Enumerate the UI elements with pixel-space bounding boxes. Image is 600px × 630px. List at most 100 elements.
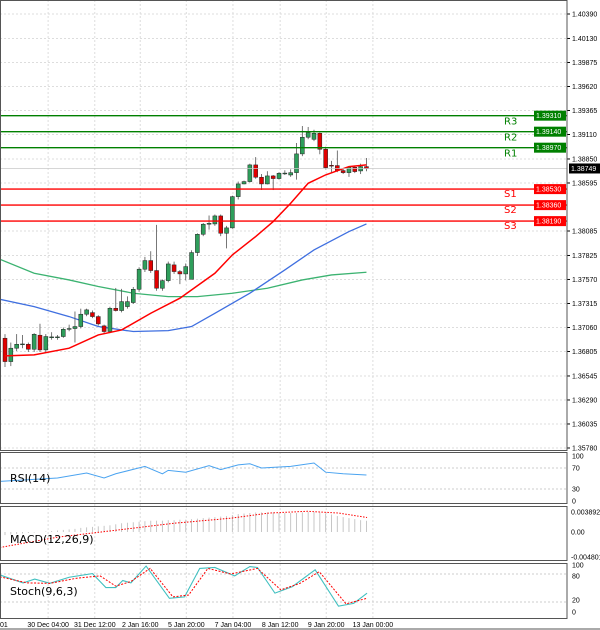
bearish-candle — [270, 174, 276, 191]
bullish-candle — [14, 334, 19, 352]
bullish-candle — [160, 279, 165, 291]
panel-frame — [0, 0, 568, 451]
bullish-candle — [288, 169, 293, 177]
stoch-main-line — [0, 565, 368, 607]
rsi-tick-label: 30 — [572, 487, 580, 494]
price-panel[interactable]: R3 R2 R1 S1 S2 S3 — [0, 114, 567, 368]
stoch-tick-label: 80 — [572, 574, 580, 581]
bullish-candle — [276, 172, 282, 180]
level-price: 1.39140 — [536, 129, 561, 136]
bearish-candle — [154, 224, 159, 291]
price-tick-label: 1.36035 — [572, 421, 597, 428]
price-tick-label: 1.39620 — [572, 84, 597, 91]
bearish-candle — [171, 261, 177, 274]
level-label-s2: S2 — [504, 205, 517, 216]
bullish-candle — [131, 287, 136, 304]
price-tick-label: 1.37570 — [572, 277, 597, 284]
bearish-candle — [90, 310, 95, 319]
time-tick-label: 2 Jan 16:00 — [122, 622, 159, 629]
bearish-candle — [253, 157, 258, 179]
level-price-box — [534, 184, 566, 195]
price-tick-label: 1.38850 — [572, 156, 597, 163]
bullish-candle — [72, 311, 78, 343]
bullish-candle — [119, 288, 124, 313]
bearish-candle — [113, 287, 119, 312]
bearish-candle — [259, 174, 264, 191]
price-tick-label: 1.39365 — [572, 108, 597, 115]
level-price-box — [534, 200, 566, 211]
bullish-candle — [282, 170, 288, 175]
level-label-r3: R3 — [504, 117, 517, 128]
level-label-r2: R2 — [504, 133, 517, 144]
price-tick-label: 1.37825 — [572, 253, 597, 260]
bearish-candle — [323, 146, 328, 170]
level-label-s1: S1 — [504, 189, 517, 200]
ma-mid-line — [0, 223, 367, 333]
bullish-candle — [125, 296, 130, 309]
time-tick-label: c 22:01 — [0, 622, 8, 629]
level-price: 1.38360 — [536, 203, 561, 210]
macd-tick-label: -0.004801 — [571, 555, 600, 562]
bearish-candle — [2, 334, 8, 368]
stoch-signal-line — [0, 567, 368, 605]
price-tick-label: 1.36545 — [572, 373, 597, 380]
bearish-candle — [101, 324, 107, 334]
price-tick-label: 1.36290 — [572, 397, 597, 404]
bullish-candle — [61, 327, 66, 338]
level-price: 1.38190 — [536, 219, 561, 226]
bullish-candle — [206, 215, 212, 230]
level-price: 1.38530 — [536, 187, 561, 194]
time-tick-label: 7 Jan 04:00 — [215, 622, 252, 629]
bullish-candle — [200, 222, 206, 237]
grid — [0, 0, 567, 619]
bullish-candle — [195, 233, 200, 256]
panel-frame — [0, 452, 568, 504]
bullish-candle — [43, 334, 49, 352]
bullish-candle — [224, 225, 229, 249]
rsi-line — [0, 462, 367, 482]
macd-tick-label: 0.00 — [571, 530, 585, 537]
bearish-candle — [26, 342, 31, 352]
current-price-box — [569, 163, 600, 174]
level-price-box — [534, 142, 566, 153]
stoch-tick-label: 0 — [572, 610, 576, 617]
bullish-candle — [49, 332, 54, 340]
price-tick-label: 1.36805 — [572, 349, 597, 356]
stoch-tick-label: 20 — [572, 598, 580, 605]
bearish-candle — [37, 323, 43, 352]
bullish-candle — [55, 335, 60, 340]
panel-frame — [0, 563, 568, 619]
level-price-box — [534, 126, 566, 137]
price-tick-label: 1.38085 — [572, 228, 597, 235]
price-tick-label: 1.37315 — [572, 301, 597, 308]
level-label-r1: R1 — [504, 149, 517, 160]
time-tick-label: 5 Jan 20:00 — [168, 622, 205, 629]
rsi-tick-label: 0 — [572, 499, 576, 506]
current-price: 1.38749 — [571, 166, 596, 173]
time-tick-label: 13 Jan 00:00 — [353, 622, 394, 629]
bullish-candle — [20, 335, 25, 349]
level-price-box — [534, 216, 566, 227]
bullish-candle — [84, 308, 89, 317]
rsi-panel[interactable] — [0, 462, 567, 490]
bullish-candle — [165, 261, 171, 283]
macd-panel[interactable] — [0, 510, 368, 548]
ma-fast-line — [4, 164, 367, 357]
bullish-candle — [305, 126, 311, 140]
price-tick-label: 1.39875 — [572, 60, 597, 67]
bullish-candle — [183, 263, 188, 281]
bullish-candle — [265, 171, 270, 185]
level-price: 1.38970 — [536, 145, 561, 152]
bullish-candle — [212, 214, 218, 226]
bullish-candle — [235, 181, 241, 200]
stoch-panel[interactable] — [0, 565, 567, 607]
bullish-candle — [230, 195, 235, 229]
bearish-candle — [317, 132, 323, 155]
price-tick-label: 1.35780 — [572, 445, 597, 452]
price-tick-label: 1.40130 — [572, 36, 597, 43]
stoch-tick-label: 100 — [572, 563, 584, 570]
bullish-candle — [31, 333, 37, 352]
